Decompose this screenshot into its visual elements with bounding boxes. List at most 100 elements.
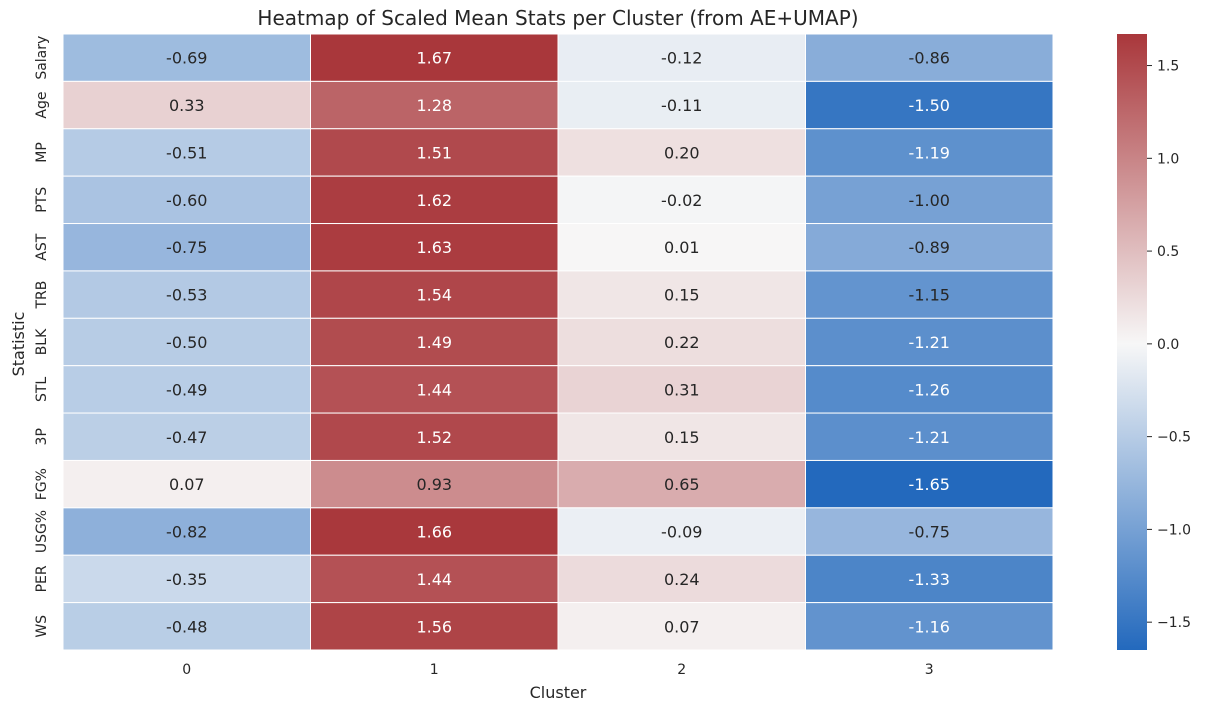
cell-value-label: -0.11 [661,96,702,115]
cell-value-label: -0.75 [166,238,207,257]
cell-value-label: -1.21 [909,333,950,352]
heatmap-cell [62,365,311,414]
cell-value-label: -0.35 [166,570,207,589]
heatmap-cell [310,602,559,651]
heatmap-cell [805,128,1054,177]
cell-value-label: 0.93 [416,475,452,494]
colorbar-tick-label: 1.5 [1157,59,1179,75]
heatmap-cell [805,507,1054,556]
cell-value-label: 0.65 [664,475,700,494]
cell-value-label: -1.50 [909,96,950,115]
y-tick-label: FG% [34,468,50,500]
cell-value-label: 0.07 [169,475,205,494]
heatmap-cell [310,175,559,225]
y-tick-label: USG% [34,510,50,553]
heatmap-cell [805,412,1054,461]
cell-value-label: -0.82 [166,523,207,542]
colorbar-tick-label: −1.0 [1157,522,1191,538]
cell-value-label: -1.15 [909,286,950,305]
heatmap-cell [62,554,311,604]
cell-value-label: 1.62 [416,191,452,210]
cell-value-label: 0.01 [664,238,700,257]
heatmap-cell [310,554,559,604]
cell-value-label: 0.24 [664,570,700,589]
cell-value-label: -0.86 [909,49,950,68]
cell-value-label: -0.60 [166,191,207,210]
cell-value-label: -0.12 [661,49,702,68]
cell-value-label: -0.53 [166,286,207,305]
heatmap-cell [805,554,1054,604]
cell-value-label: 1.54 [416,286,452,305]
x-axis-label: Cluster [530,683,587,702]
heatmap-cell [805,459,1054,509]
colorbar-tick-label: 0.5 [1157,244,1179,260]
y-tick-label: STL [34,377,50,402]
y-tick-label: TRB [34,281,50,310]
colorbar: 1.5 1.0 0.5 0.0 −0.5 −1.0 −1.5 [1117,34,1191,650]
heatmap-cell [62,223,311,272]
cell-value-label: 1.51 [416,143,452,162]
cell-value-label: -1.21 [909,428,950,447]
heatmap-cells: -0.69 1.67 -0.12 -0.86 0.33 1.28 -0.11 -1.50 -0.… [62,33,1054,651]
heatmap-cell [62,175,311,225]
cell-value-label: -1.26 [909,380,950,399]
cell-value-label: -0.69 [166,49,207,68]
colorbar-ticks: 1.5 1.0 0.5 0.0 −0.5 −1.0 −1.5 [1147,59,1191,631]
cell-value-label: 0.07 [664,617,700,636]
cell-value-label: -0.02 [661,191,702,210]
colorbar-gradient [1117,34,1147,650]
x-tick-labels: 0 1 2 3 [182,662,933,678]
cell-value-label: 1.28 [416,96,452,115]
cell-value-label: -0.50 [166,333,207,352]
heatmap-cell [805,175,1054,225]
colorbar-tick-label: 1.0 [1157,151,1179,167]
cell-value-label: 0.15 [664,286,700,305]
heatmap-cell [557,554,806,604]
cell-value-label: 0.15 [664,428,700,447]
heatmap-cell [62,317,311,367]
heatmap-cell [557,365,806,414]
cell-value-label: 1.67 [416,49,452,68]
y-tick-label: MP [34,142,50,163]
y-tick-label: BLK [34,328,50,355]
cell-value-label: -0.09 [661,523,702,542]
x-tick-label: 2 [677,662,686,678]
heatmap-cell [310,507,559,556]
cell-value-label: 0.22 [664,333,700,352]
heatmap-cell [557,412,806,461]
cell-value-label: -0.89 [909,238,950,257]
cell-value-label: 1.49 [416,333,452,352]
heatmap-cell [62,33,311,82]
cell-value-label: -1.16 [909,617,950,636]
heatmap-cell [310,270,559,319]
heatmap-cell [805,317,1054,367]
cell-value-label: -0.75 [909,523,950,542]
heatmap-cell [557,507,806,556]
heatmap-cell [805,33,1054,82]
heatmap-cell [310,128,559,177]
cell-value-label: -0.48 [166,617,207,636]
cell-value-label: -1.65 [909,475,950,494]
colorbar-tick-label: 0.0 [1157,337,1179,353]
y-tick-label: Salary [34,36,50,80]
cell-value-label: 0.20 [664,143,700,162]
y-tick-label: AST [34,233,50,260]
cell-value-label: -0.47 [166,428,207,447]
x-tick-label: 0 [182,662,191,678]
chart-title: Heatmap of Scaled Mean Stats per Cluster… [257,6,858,30]
heatmap-cell [557,459,806,509]
cell-value-label: 0.33 [169,96,205,115]
heatmap-cell [62,602,311,651]
cell-value-label: 1.52 [416,428,452,447]
cell-value-label: 1.63 [416,238,452,257]
heatmap-cell [805,602,1054,651]
heatmap-cell [310,33,559,82]
heatmap-cell [310,459,559,509]
heatmap-cell [805,80,1054,130]
x-tick-label: 1 [430,662,439,678]
cell-value-label: -1.33 [909,570,950,589]
heatmap-cell [557,223,806,272]
cell-value-label: -0.49 [166,380,207,399]
y-tick-label: WS [34,615,50,638]
